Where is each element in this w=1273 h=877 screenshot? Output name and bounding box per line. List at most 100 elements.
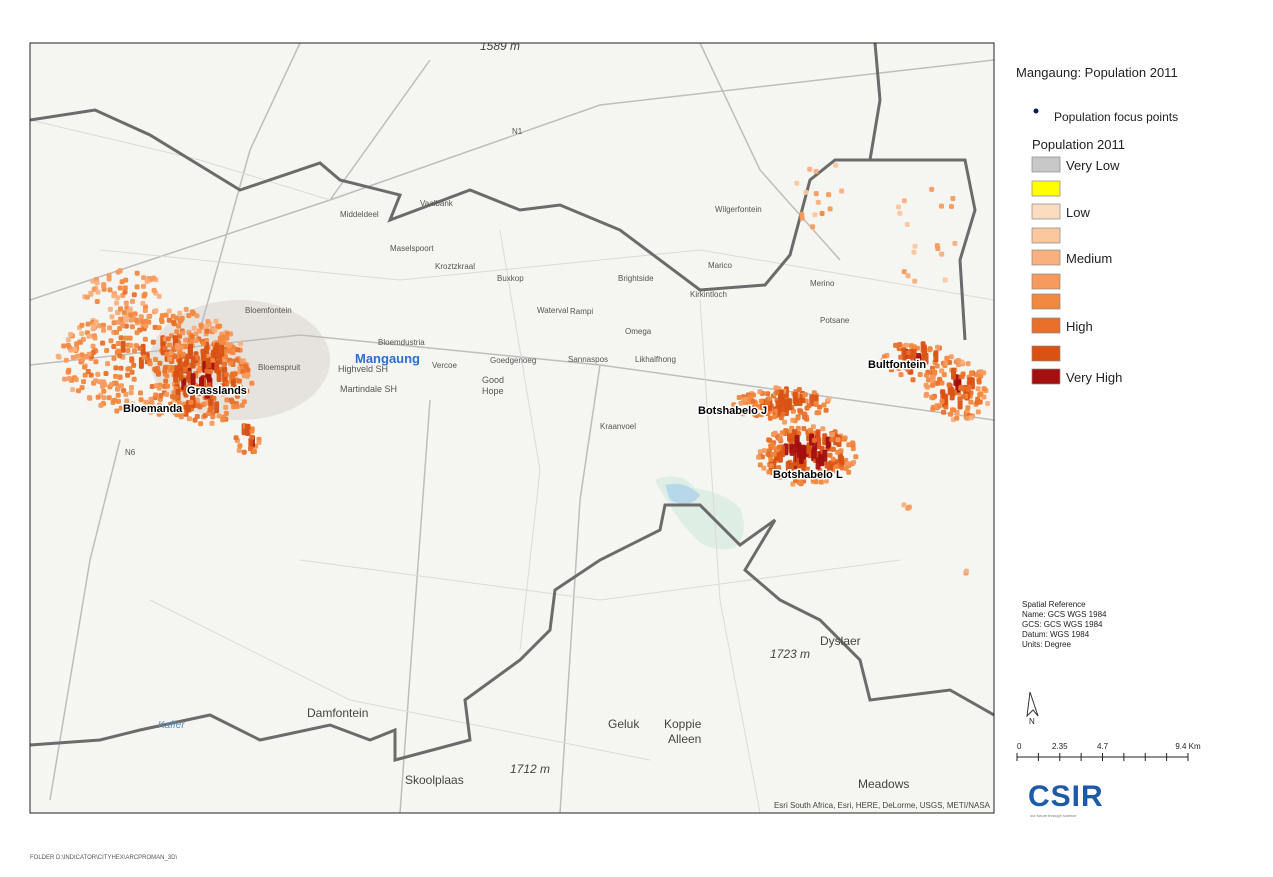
hexagon — [97, 323, 103, 329]
map-background — [30, 43, 994, 813]
hexagon — [886, 361, 892, 367]
hexagon — [79, 352, 85, 358]
hexagon — [799, 215, 805, 221]
hexagon — [231, 404, 237, 410]
hexagon — [143, 323, 149, 329]
hexagon — [141, 293, 147, 299]
hexagon — [213, 318, 219, 324]
hexagon — [797, 408, 803, 414]
hexagon — [216, 413, 222, 419]
hexagon — [115, 295, 121, 301]
hexagon — [908, 343, 914, 349]
hexagon — [765, 400, 771, 406]
hexagon — [226, 348, 232, 354]
hexagon — [163, 312, 169, 318]
hexagon — [174, 394, 180, 400]
hexagon — [770, 442, 776, 448]
hexagon — [796, 387, 802, 392]
hexagon — [180, 409, 186, 415]
hexagon — [164, 392, 170, 397]
hexagon — [114, 310, 120, 316]
hexagon — [805, 466, 811, 472]
legend-label: Population focus points — [1054, 110, 1178, 124]
legend: Very Low Low Medium High Very High — [1031, 156, 1122, 385]
hexagon — [222, 361, 227, 367]
hexagon — [761, 465, 767, 471]
hexagon — [94, 280, 100, 286]
hexagon — [72, 347, 78, 352]
hexagon — [244, 388, 250, 394]
place-label: Highveld SH — [338, 364, 388, 374]
road-label: N1 — [512, 127, 523, 136]
hexagon — [903, 342, 909, 348]
hexagon — [833, 162, 839, 168]
hexagon — [797, 446, 802, 458]
hexagon — [936, 403, 942, 409]
hexagon — [933, 350, 939, 363]
hexagon — [821, 402, 827, 408]
hexagon — [772, 430, 778, 436]
hexagon — [153, 308, 159, 314]
hexagon — [186, 313, 192, 319]
hexagon — [827, 206, 833, 212]
place-label: Omega — [625, 327, 652, 336]
hexagon — [183, 337, 188, 343]
hexagon — [248, 446, 253, 452]
hexagon — [822, 474, 828, 480]
hexagon — [224, 397, 230, 403]
hexagon — [766, 448, 772, 454]
hexagon — [118, 306, 123, 312]
hexagon — [224, 335, 230, 341]
hexagon — [795, 425, 801, 431]
place-label: Merino — [810, 279, 835, 288]
place-label: Bloemdustria — [378, 338, 425, 347]
hexagon — [180, 330, 186, 336]
hexagon — [65, 369, 71, 375]
hexagon — [235, 347, 241, 353]
spatial-reference-line: Units: Degree — [1022, 640, 1071, 649]
hexagon — [893, 342, 899, 348]
hexagon — [151, 275, 157, 281]
map-frame — [29, 42, 995, 814]
hexagon — [812, 478, 818, 484]
hexagon — [107, 287, 113, 293]
place-label: Kirkintloch — [690, 290, 727, 299]
hexagon — [223, 372, 229, 377]
hexagon — [228, 397, 234, 403]
hexagon — [162, 364, 168, 370]
hexagon — [794, 180, 800, 186]
place-label: Middeldeel — [340, 210, 379, 219]
hexagon — [176, 323, 182, 329]
hexagon — [103, 371, 109, 376]
logo: CSIR — [1028, 780, 1104, 813]
hexagon — [156, 325, 162, 331]
hexagon — [816, 410, 822, 416]
hexagon — [200, 348, 206, 361]
hexagon — [219, 344, 225, 357]
hexagon — [794, 434, 800, 447]
hexagon — [897, 210, 903, 216]
hexagon — [839, 465, 845, 471]
hexagon — [200, 341, 206, 347]
hexagon — [985, 401, 991, 406]
hexagon — [93, 378, 98, 384]
legend-swatch — [1031, 368, 1061, 385]
hexagon — [828, 460, 834, 473]
hexagon — [906, 355, 912, 367]
hexagon — [827, 452, 833, 458]
hexagon — [774, 389, 780, 395]
footer: FOLDER D:\INDICATOR\CITYHEX\ARCPROMAN_3D… — [30, 855, 177, 861]
hexagon — [111, 320, 117, 326]
hexagon — [191, 325, 197, 331]
hexagon — [92, 335, 98, 341]
hexagon — [236, 378, 242, 384]
spatial-reference-line: Datum: WGS 1984 — [1022, 630, 1090, 639]
hexagon — [106, 395, 112, 401]
hexagon — [948, 411, 953, 417]
hexagon — [830, 432, 836, 438]
hexagon — [819, 211, 825, 216]
hexagon — [176, 400, 182, 406]
legend-swatch — [1031, 227, 1061, 244]
hexagon — [171, 390, 177, 396]
hexagon — [153, 357, 158, 362]
